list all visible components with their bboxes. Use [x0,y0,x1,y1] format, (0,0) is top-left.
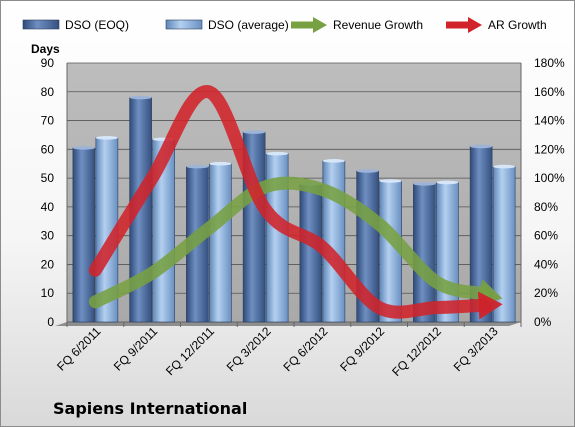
x-tick-label: FQ 12/2011 [163,324,217,378]
bar-top-dso-average [493,164,516,169]
x-tick-label: FQ 6/2012 [281,324,331,374]
bar-top-dso-eoq [243,130,266,134]
legend-swatch-dso-average- [165,19,203,30]
y2-tick-label: 120% [534,142,565,156]
chart-legend: DSO (EOQ) DSO (average) Revenue Growth AR G… [22,17,547,33]
x-tick-label: FQ 6/2011 [54,324,104,374]
y2-tick-label: 60% [534,229,558,243]
y2-tick-label: 80% [534,200,558,214]
bar-top-dso-average [209,161,232,166]
bar-top-dso-average [95,136,118,140]
x-tick-label: FQ 9/2011 [111,324,161,374]
bar-dso-eoq [72,147,96,323]
bar-top-dso-eoq [470,144,493,149]
y-tick-label: 60 [41,142,55,156]
y-tick-label: 90 [41,56,55,70]
y2-tick-label: 20% [534,286,558,300]
growth-lines [88,85,503,320]
legend-arrow-ar-growth [468,17,482,33]
y-tick-label: 0 [47,315,54,329]
legend-swatch-dso-eoq- [22,19,60,30]
bar-top-dso-eoq [413,182,436,186]
bar-top-dso-eoq [72,146,95,150]
line-revenue-growth [88,176,490,309]
bar-top-dso-average [379,179,402,183]
y2-tick-label: 100% [534,171,565,185]
y-tick-label: 50 [41,171,55,185]
x-tick-label: FQ 12/2012 [389,324,444,379]
x-tick-label: FQ 9/2012 [337,324,387,374]
legend-label-ar-growth: AR Growth [488,18,547,32]
y-tick-label: 30 [41,229,55,243]
y-tick-label: 20 [41,257,55,271]
bar-dso-average [209,163,232,323]
bar-top-dso-eoq [356,169,379,173]
bar-top-dso-eoq [129,95,152,100]
y-axis-title: Days [31,42,60,56]
y2-tick-label: 40% [534,257,558,271]
legend-arrow-revenue-growth [313,17,327,33]
company-name: Sapiens International [53,399,248,418]
x-tick-label: FQ 3/2013 [451,324,501,374]
y2-tick-label: 0% [534,315,552,329]
y2-tick-label: 160% [534,85,565,99]
y2-tick-label: 180% [534,56,565,70]
legend-label-dso-eoq-: DSO (EOQ) [65,18,129,32]
bar-dso-eoq [413,183,436,323]
y-tick-label: 40 [41,200,55,214]
bar-top-dso-average [436,180,459,185]
legend-label-dso-average-: DSO (average) [208,18,289,32]
y2-tick-label: 140% [534,114,565,128]
bar-top-dso-average [322,159,345,163]
y-tick-label: 10 [41,286,55,300]
y-tick-label: 70 [41,114,55,128]
legend-label-revenue-growth: Revenue Growth [333,18,423,32]
x-tick-label: FQ 3/2012 [224,324,274,374]
line-ar-growth [88,85,490,319]
y-tick-label: 80 [41,85,55,99]
bar-top-dso-eoq [186,164,209,169]
plot-floor [55,322,521,326]
bar-dso-eoq [299,183,323,323]
arrowhead-ar-growth [477,291,503,320]
bar-top-dso-average [266,151,289,156]
